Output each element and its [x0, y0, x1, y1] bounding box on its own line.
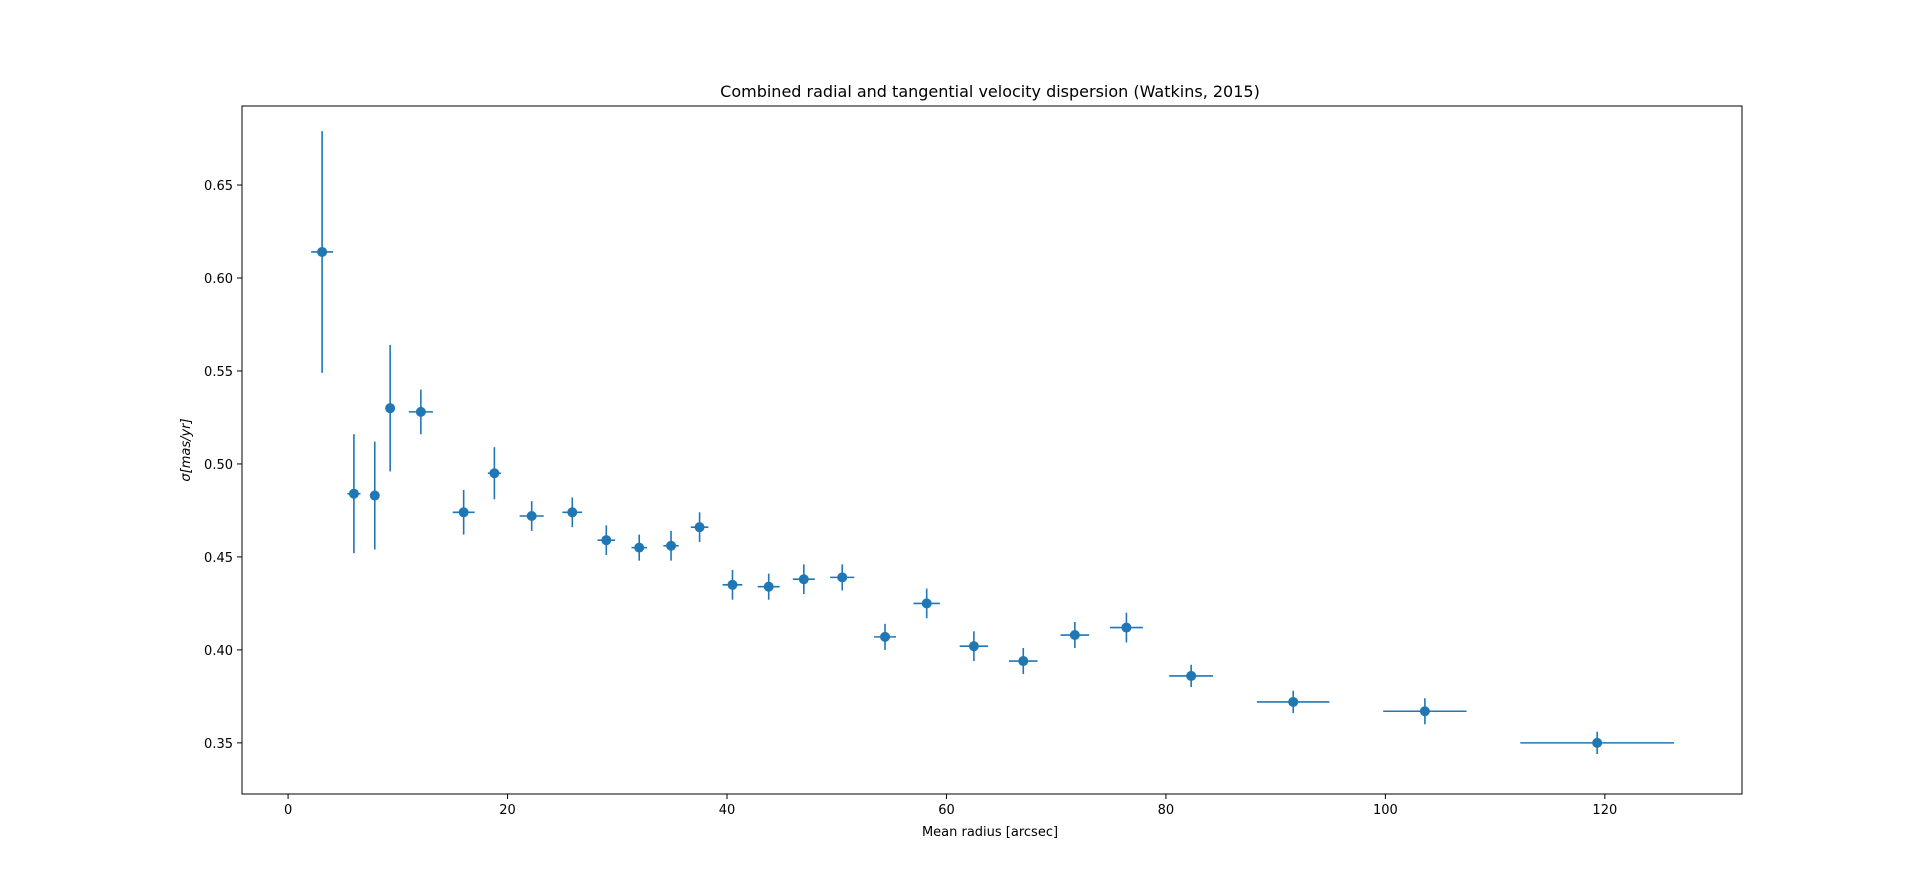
data-point-group [1109, 612, 1143, 643]
data-point-group [452, 489, 475, 535]
x-tick-label: 100 [1373, 803, 1398, 818]
data-point-group [830, 564, 855, 591]
data-point [694, 522, 705, 533]
data-point [567, 507, 578, 518]
x-tick-label: 20 [499, 803, 516, 818]
data-point [458, 507, 469, 518]
data-point [921, 598, 932, 609]
data-point [348, 488, 359, 499]
data-point-group [757, 573, 780, 600]
data-point [415, 406, 426, 417]
data-point [601, 535, 612, 546]
data-point-group [722, 569, 743, 600]
x-axis-label: Mean radius [arcsec] [922, 825, 1058, 840]
y-tick-label: 0.50 [204, 458, 233, 473]
data-point [798, 574, 809, 585]
data-point-group [347, 434, 361, 554]
plot-frame [241, 105, 1743, 795]
x-tick-label: 60 [938, 803, 955, 818]
data-point [837, 572, 848, 583]
data-point-group [1520, 731, 1674, 755]
data-point [526, 511, 537, 522]
data-point-group [1060, 622, 1090, 649]
y-axis-label: σ[mas/yr] [179, 418, 194, 481]
x-tick-label: 40 [719, 803, 736, 818]
data-point [385, 403, 396, 414]
data-point-group [959, 631, 989, 662]
data-point-group [519, 501, 544, 531]
data-point [1592, 737, 1603, 748]
data-point-group [1169, 664, 1214, 688]
y-tick-label: 0.40 [204, 644, 233, 659]
data-point-group [562, 497, 583, 528]
y-axis: 0.35 0.40 0.45 0.50 0.55 0.60 0.65 [204, 179, 242, 752]
data-point [1018, 656, 1029, 667]
y-tick-label: 0.55 [204, 365, 233, 380]
y-tick-label: 0.45 [204, 551, 233, 566]
data-point-group [1256, 690, 1330, 714]
data-point-group [597, 525, 616, 556]
data-point-group [487, 447, 501, 500]
data-point-group [792, 564, 815, 595]
data-point [968, 641, 979, 652]
data-point-group [1383, 698, 1467, 725]
chart-title: Combined radial and tangential velocity … [720, 82, 1260, 101]
x-tick-label: 0 [284, 803, 292, 818]
y-tick-label: 0.65 [204, 179, 233, 194]
data-point [1069, 630, 1080, 641]
data-point [727, 579, 738, 590]
data-point [1186, 670, 1197, 681]
data-point [634, 542, 645, 553]
y-tick-label: 0.60 [204, 272, 233, 287]
data-point [1419, 706, 1430, 717]
x-tick-label: 120 [1592, 803, 1617, 818]
data-point [317, 246, 328, 257]
data-point-group [408, 389, 433, 435]
data-point-group [631, 534, 647, 561]
data-point-group [385, 344, 396, 472]
data-point [1288, 696, 1299, 707]
data-point [880, 631, 891, 642]
data-point-group [690, 512, 709, 543]
x-tick-label: 80 [1158, 803, 1175, 818]
data-point-group [369, 441, 380, 550]
y-tick-label: 0.35 [204, 737, 233, 752]
data-point [369, 490, 380, 501]
data-point-group [874, 623, 896, 650]
data-point [489, 468, 500, 479]
x-axis: 0 20 40 60 80 100 120 [284, 794, 1617, 818]
data-point-group [311, 131, 334, 373]
plot-area [241, 105, 1743, 795]
data-point-group [1009, 648, 1038, 675]
data-point [1121, 622, 1132, 633]
data-series [311, 131, 1674, 755]
data-point-group [913, 588, 940, 619]
data-point [763, 581, 774, 592]
data-point-group [663, 530, 679, 561]
data-point [666, 540, 677, 551]
